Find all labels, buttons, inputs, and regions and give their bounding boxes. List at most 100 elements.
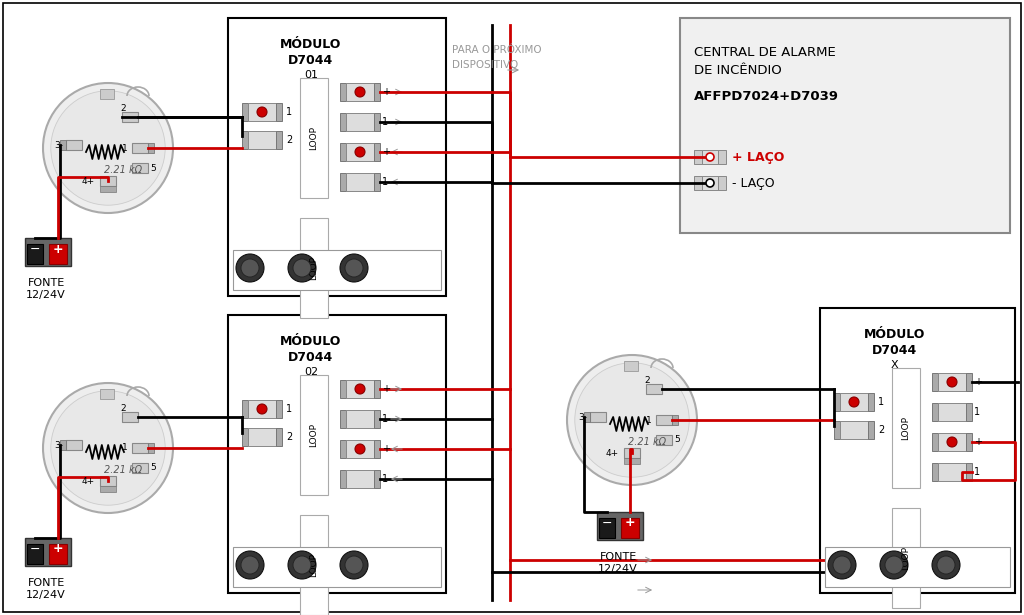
Text: +: + — [382, 147, 390, 157]
Text: FONTE: FONTE — [600, 552, 637, 562]
Text: 1: 1 — [286, 107, 292, 117]
Circle shape — [937, 556, 955, 574]
Bar — [300, 375, 328, 495]
Bar — [374, 410, 380, 428]
Bar — [122, 112, 138, 122]
Bar — [228, 315, 446, 593]
Bar — [346, 83, 374, 101]
Circle shape — [833, 556, 851, 574]
Bar — [248, 103, 276, 121]
Bar — [100, 186, 116, 192]
Bar — [276, 400, 282, 418]
Bar — [966, 403, 972, 421]
Bar — [242, 131, 248, 149]
Bar — [672, 415, 678, 425]
Text: AFFPD7024+D7039: AFFPD7024+D7039 — [694, 90, 839, 103]
Bar — [100, 389, 114, 399]
Bar — [340, 173, 346, 191]
Text: LOOP: LOOP — [309, 553, 318, 577]
Text: MÓDULO: MÓDULO — [281, 335, 342, 348]
Text: 2: 2 — [286, 135, 292, 145]
Bar — [932, 373, 938, 391]
Bar — [242, 400, 248, 418]
Bar — [346, 410, 374, 428]
Text: D7044: D7044 — [288, 351, 334, 364]
Circle shape — [345, 259, 362, 277]
Text: - LAÇO: - LAÇO — [732, 177, 774, 189]
Text: 4+: 4+ — [82, 477, 95, 485]
Text: 12/24V: 12/24V — [26, 290, 66, 300]
Bar — [300, 515, 328, 615]
Bar — [590, 412, 606, 422]
Bar — [694, 150, 702, 164]
Circle shape — [43, 83, 173, 213]
Bar — [374, 173, 380, 191]
Circle shape — [43, 383, 173, 513]
Bar — [340, 83, 346, 101]
Circle shape — [288, 254, 316, 282]
Bar — [248, 400, 276, 418]
Bar — [374, 440, 380, 458]
Text: +: + — [974, 437, 982, 447]
Circle shape — [51, 391, 165, 505]
Text: 3-: 3- — [54, 440, 63, 450]
Circle shape — [355, 444, 365, 454]
Circle shape — [236, 254, 264, 282]
Circle shape — [241, 259, 259, 277]
Bar — [718, 150, 726, 164]
Text: 5: 5 — [150, 464, 156, 472]
Text: +: + — [382, 384, 390, 394]
Text: 1: 1 — [382, 117, 388, 127]
Circle shape — [355, 147, 365, 157]
Text: LOOP: LOOP — [901, 416, 910, 440]
Text: 1: 1 — [382, 177, 388, 187]
Circle shape — [574, 363, 689, 477]
Bar — [694, 176, 702, 190]
Bar — [966, 373, 972, 391]
Bar — [300, 78, 328, 198]
Text: FONTE: FONTE — [28, 278, 66, 288]
Bar — [340, 470, 346, 488]
Bar — [248, 131, 276, 149]
Text: 12/24V: 12/24V — [598, 564, 638, 574]
Bar — [346, 173, 374, 191]
Bar — [25, 538, 71, 566]
Circle shape — [51, 91, 165, 205]
Bar — [276, 131, 282, 149]
Bar — [132, 463, 148, 473]
Text: CENTRAL DE ALARME: CENTRAL DE ALARME — [694, 46, 836, 59]
Bar — [892, 368, 920, 488]
Circle shape — [947, 377, 957, 387]
Text: 3-: 3- — [578, 413, 587, 421]
Text: 2.21 kΩ: 2.21 kΩ — [104, 465, 142, 475]
Text: 2: 2 — [644, 376, 649, 384]
Text: 2: 2 — [878, 425, 885, 435]
Bar — [624, 361, 638, 371]
Text: 5: 5 — [150, 164, 156, 172]
Bar — [300, 218, 328, 318]
Bar — [938, 373, 966, 391]
Bar — [834, 393, 840, 411]
Bar — [868, 393, 874, 411]
Bar — [374, 113, 380, 131]
Bar — [49, 544, 67, 564]
Text: 2.21 kΩ: 2.21 kΩ — [628, 437, 667, 447]
Text: 1: 1 — [382, 414, 388, 424]
Text: +: + — [625, 517, 635, 530]
Bar — [656, 435, 672, 445]
Bar — [242, 428, 248, 446]
Text: 3-: 3- — [54, 140, 63, 149]
Bar — [932, 463, 938, 481]
Bar — [938, 463, 966, 481]
Circle shape — [236, 551, 264, 579]
Bar — [100, 486, 116, 492]
Circle shape — [340, 551, 368, 579]
Bar — [228, 18, 446, 296]
Text: +: + — [382, 444, 390, 454]
Bar — [702, 176, 718, 190]
Bar — [66, 440, 82, 450]
Circle shape — [340, 254, 368, 282]
Bar — [276, 103, 282, 121]
Bar — [374, 380, 380, 398]
Text: 2: 2 — [120, 103, 126, 113]
